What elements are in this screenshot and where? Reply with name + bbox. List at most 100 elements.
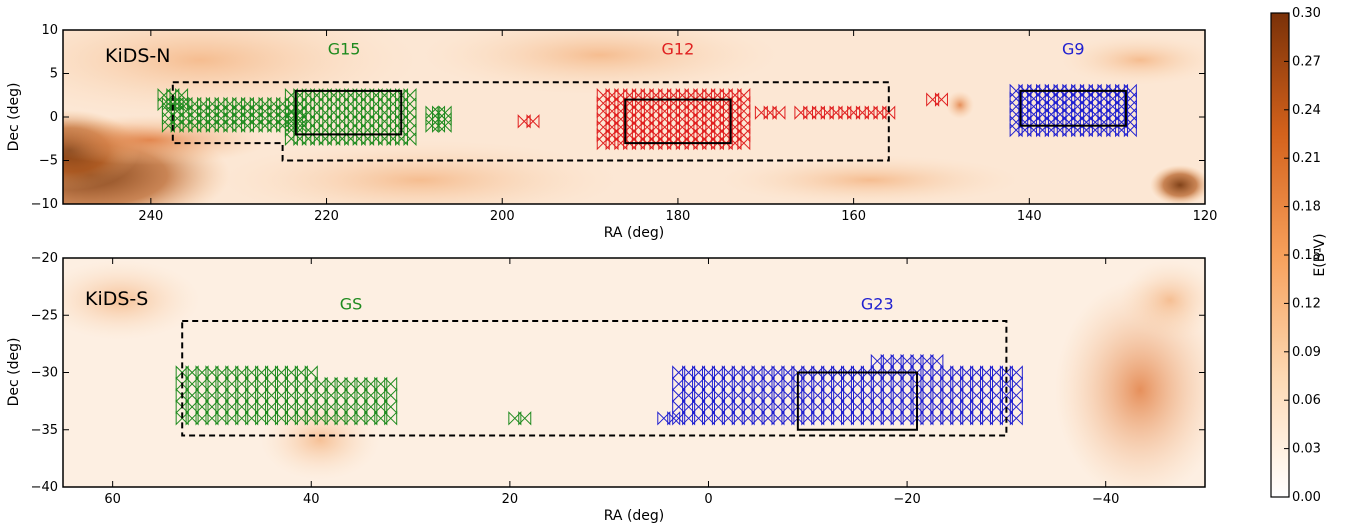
x-tick-label: 220 [314,209,339,224]
tile-marker [794,105,808,120]
y-tick-label: −25 [31,308,58,323]
tile-marker [960,365,974,380]
tile-marker [265,365,279,380]
tile-marker [771,365,785,380]
y-tick-label: −30 [31,366,58,381]
bottom-yaxis-label: Dec (deg) [6,338,22,407]
tile-marker [517,114,531,129]
tile-marker [235,365,249,380]
field-box-g23 [796,371,919,431]
tile-marker [873,105,887,120]
colorbar-tick-label: 0.00 [1292,490,1321,505]
tile-marker [870,353,884,369]
tile-marker [820,105,834,120]
tile-marker [623,88,637,103]
tile-marker [214,96,228,112]
x-tick-label: 40 [303,492,320,507]
field-box-g15 [294,89,403,136]
field-box-g12 [624,98,732,145]
tile-marker [344,376,358,392]
tile-marker [658,88,672,103]
tile-marker [672,365,686,380]
tile-marker [1035,83,1049,99]
tile-marker [245,365,259,380]
tile-marker [1106,83,1120,99]
tile-marker [900,353,914,369]
tile-marker [675,88,689,103]
tile-marker [855,105,869,120]
tile-marker [781,365,795,380]
tile-marker [1062,83,1076,99]
tile-marker [731,365,745,380]
tile-marker [438,105,452,120]
tile-marker [596,88,610,103]
tile-marker [821,365,835,380]
tile-marker [682,365,696,380]
y-tick-label: −5 [39,154,58,169]
tile-marker [1079,83,1093,99]
tile-marker [258,96,272,112]
tile-marker [518,411,532,426]
tile-marker [761,365,775,380]
tile-marker [926,92,940,107]
tile-marker [508,411,522,426]
tile-marker [314,376,328,392]
tile-marker [605,88,619,103]
tile-marker [860,365,874,380]
colorbar-tick-label: 0.09 [1292,345,1321,360]
tile-marker [831,365,845,380]
bottom-xaxis-label: RA (deg) [604,508,665,524]
tile-marker [249,96,263,112]
tile-marker [195,365,209,380]
field-label-g15: G15 [328,39,361,58]
y-tick-label: −20 [31,251,58,266]
tile-marker [1071,83,1085,99]
x-tick-label: 0 [704,492,712,507]
tile-marker [737,88,751,103]
tile-marker [763,105,777,120]
tile-marker [197,96,211,112]
tile-marker [255,365,269,380]
tile-marker [1027,83,1041,99]
tile-marker [1123,83,1137,99]
tile-marker [157,88,171,103]
tile-marker [693,88,707,103]
tile-marker [741,365,755,380]
x-tick-label: 120 [1193,209,1218,224]
tile-marker [721,365,735,380]
colorbar-tick-label: 0.18 [1292,200,1321,215]
tile-marker [334,376,348,392]
tile-marker [640,88,654,103]
tile-marker [188,96,202,112]
tile-marker [1115,83,1129,99]
y-tick-label: −10 [31,197,58,212]
tile-marker [811,105,825,120]
tile-marker [284,365,298,380]
x-tick-label: 60 [104,492,121,507]
x-tick-label: 20 [502,492,519,507]
tile-marker [950,365,964,380]
tile-marker [205,365,219,380]
tile-marker [1018,83,1032,99]
x-tick-label: 180 [666,209,691,224]
tile-marker [384,376,398,392]
y-tick-label: 10 [41,23,58,38]
tile-marker [374,376,388,392]
tile-marker [838,105,852,120]
tile-marker [754,105,768,120]
tile-marker [728,88,742,103]
tile-marker [657,411,671,426]
kids-s-label: KiDS-S [85,288,148,310]
x-tick-label: −40 [1092,492,1119,507]
tile-marker [1044,83,1058,99]
tile-marker [989,365,1003,380]
tile-marker [225,365,239,380]
tile-marker [801,365,815,380]
field-label-g9: G9 [1062,39,1085,58]
tile-marker [970,365,984,380]
tile-marker [890,353,904,369]
colorbar-tick-label: 0.27 [1292,54,1321,69]
tile-marker [324,376,338,392]
tile-marker [175,88,189,103]
tile-marker [930,353,944,369]
